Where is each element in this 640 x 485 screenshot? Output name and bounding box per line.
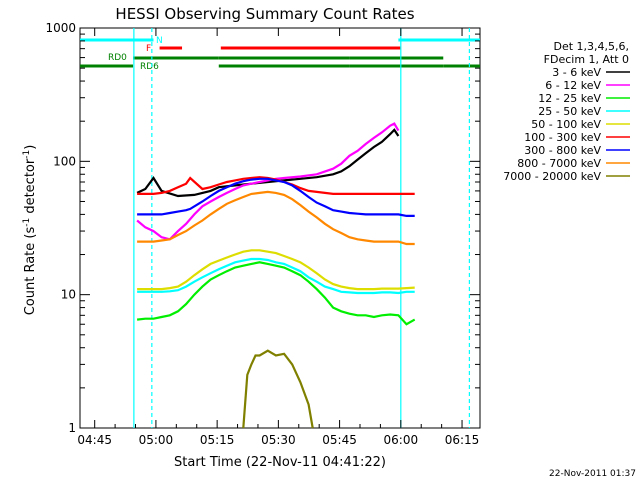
y-tick-label-2: 100	[53, 154, 76, 168]
y-axis-label: Count Rate (s-1 detector-1)	[22, 145, 38, 316]
flag-label-n: N	[156, 36, 163, 46]
series-line-8	[242, 349, 314, 429]
chart-title: HESSI Observing Summary Count Rates	[115, 5, 414, 23]
x-tick-label-5: 06:00	[384, 433, 419, 447]
series-line-0	[136, 128, 400, 198]
legend-label-5: 100 - 300 keV	[524, 131, 601, 144]
y-tick-label-1: 10	[61, 288, 76, 302]
flag-label-rd6: RD6	[140, 62, 159, 72]
x-tick-label-3: 05:30	[261, 433, 296, 447]
timestamp: 22-Nov-2011 01:37	[549, 469, 636, 479]
x-tick-label-0: 04:45	[77, 433, 112, 447]
y-axis: 1 10 100 1000	[45, 21, 480, 435]
x-tick-label-1: 05:00	[139, 433, 174, 447]
legend-label-3: 25 - 50 keV	[538, 105, 601, 118]
series-line-1	[136, 122, 400, 241]
series-line-2	[136, 261, 416, 326]
y-tick-label-0: 1	[68, 421, 76, 435]
series-line-6	[137, 177, 415, 217]
flag-label-rd0: RD0	[108, 53, 127, 63]
y-tick-label-3: 1000	[45, 21, 76, 35]
x-tick-label-4: 05:45	[322, 433, 357, 447]
attenuator-lines	[133, 28, 470, 428]
legend-label-1: 6 - 12 keV	[545, 79, 601, 92]
series-line-7	[137, 190, 415, 246]
x-tick-label-6: 06:15	[445, 433, 480, 447]
flag-bars: NF RD0 RD6	[80, 36, 480, 72]
series-layer	[136, 122, 416, 429]
legend-header-0: Det 1,3,4,5,6,	[553, 40, 629, 53]
legend-label-4: 50 - 100 keV	[531, 118, 601, 131]
plot-frame	[79, 27, 481, 429]
series-line-3	[137, 257, 415, 295]
flag-label-f: F	[146, 44, 151, 54]
legend-label-6: 300 - 800 keV	[524, 144, 601, 157]
legend-header-1: FDecim 1, Att 0	[544, 53, 629, 66]
legend-label-7: 800 - 7000 keV	[517, 157, 601, 170]
legend-label-8: 7000 - 20000 keV	[503, 170, 601, 183]
legend: Det 1,3,4,5,6,FDecim 1, Att 03 - 6 keV6 …	[503, 40, 630, 183]
x-axis-label: Start Time (22-Nov-11 04:41:22)	[174, 455, 386, 470]
series-line-4	[137, 249, 415, 291]
legend-label-2: 12 - 25 keV	[538, 92, 601, 105]
x-tick-label-2: 05:15	[200, 433, 235, 447]
legend-label-0: 3 - 6 keV	[552, 66, 601, 79]
x-axis: 04:45 05:00 05:15 05:30 05:45 06:00 06:15	[77, 28, 479, 447]
